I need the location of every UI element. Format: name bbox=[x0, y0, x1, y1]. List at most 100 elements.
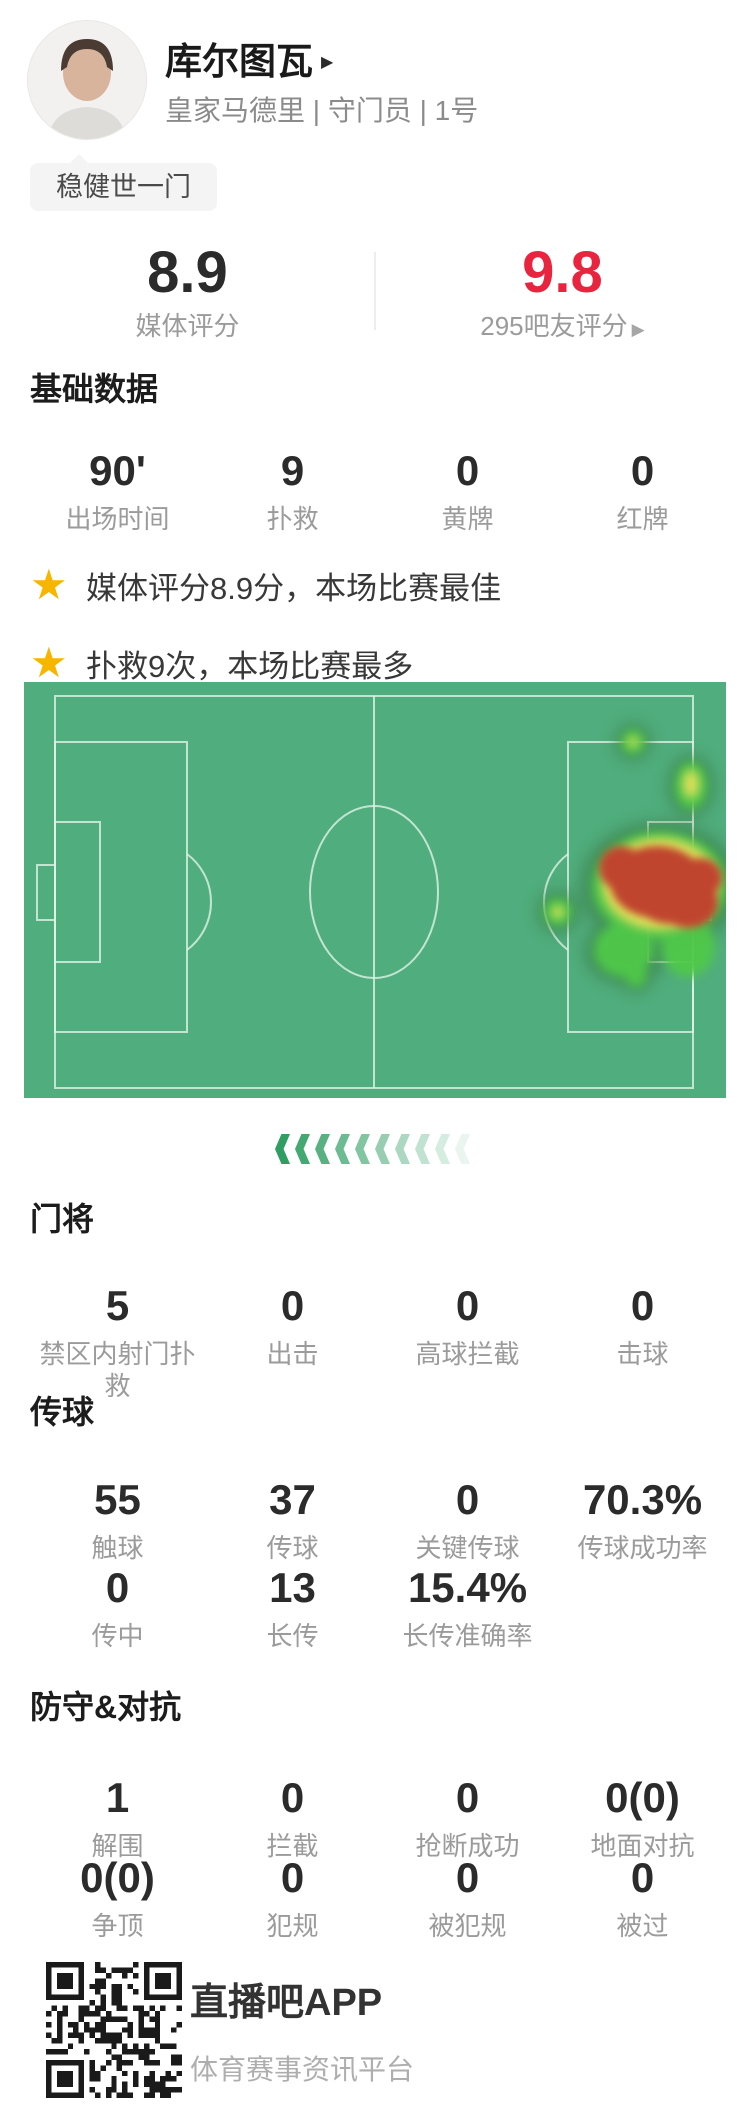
stat-pass-accuracy: 70.3% 传球成功率 bbox=[555, 1474, 730, 1564]
stat-touches: 55 触球 bbox=[30, 1474, 205, 1564]
section-title-defense: 防守&对抗 bbox=[30, 1689, 182, 1725]
stat-value: 0 bbox=[455, 447, 480, 494]
stat-value: 0 bbox=[630, 1854, 655, 1901]
stat-label: 长传 bbox=[266, 1621, 319, 1651]
chevron-left-icon bbox=[435, 1134, 450, 1164]
heat-blobs bbox=[537, 724, 740, 992]
stat-label: 传球 bbox=[266, 1533, 319, 1563]
stat-value: 13 bbox=[269, 1564, 316, 1611]
ratings-divider bbox=[374, 252, 376, 330]
stat-value: 0(0) bbox=[605, 1774, 680, 1821]
stat-label: 被犯规 bbox=[428, 1911, 507, 1941]
stat-label: 出击 bbox=[266, 1339, 319, 1369]
player-name: 库尔图瓦 bbox=[165, 41, 313, 82]
player-name-row[interactable]: 库尔图瓦 ▶ bbox=[165, 40, 333, 84]
stat-long-ball-accuracy: 15.4% 长传准确率 bbox=[380, 1562, 555, 1652]
star-icon: ★ bbox=[30, 561, 68, 608]
stat-blocks: 0 拦截 bbox=[205, 1772, 380, 1862]
stat-value: 0 bbox=[630, 1282, 655, 1329]
chevron-left-icon bbox=[275, 1134, 290, 1164]
app-name: 直播吧APP bbox=[190, 1982, 383, 2024]
stat-label: 拦截 bbox=[266, 1831, 319, 1861]
stat-value: 0 bbox=[105, 1564, 130, 1611]
qr-code-svg bbox=[46, 1962, 182, 2098]
app-description: 体育赛事资讯平台 bbox=[190, 2054, 415, 2085]
stat-label: 传球成功率 bbox=[577, 1533, 708, 1563]
stat-label: 黄牌 bbox=[441, 504, 494, 534]
chevron-left-icon bbox=[375, 1134, 390, 1164]
player-avatar bbox=[27, 20, 147, 140]
stat-value: 0 bbox=[455, 1476, 480, 1523]
ratings-block: 8.9 媒体评分 9.8 295吧友评分 ▶ bbox=[0, 240, 750, 352]
chevron-left-icon bbox=[395, 1134, 410, 1164]
stat-clearances: 1 解围 bbox=[30, 1772, 205, 1862]
stat-tackles-won: 0 抢断成功 bbox=[380, 1772, 555, 1862]
section-title-goalkeeper: 门将 bbox=[30, 1201, 95, 1237]
stat-box-shot-saves: 5 禁区内射门扑救 bbox=[30, 1280, 205, 1402]
stat-value: 55 bbox=[94, 1476, 141, 1523]
stat-saves: 9 扑救 bbox=[205, 445, 380, 535]
stat-label: 出场时间 bbox=[65, 504, 170, 534]
stat-ground-duels: 0(0) 地面对抗 bbox=[555, 1772, 730, 1862]
stat-label: 地面对抗 bbox=[590, 1831, 695, 1861]
stat-long-balls: 13 长传 bbox=[205, 1562, 380, 1652]
stat-value: 0 bbox=[280, 1282, 305, 1329]
stat-aerial-duels: 0(0) 争顶 bbox=[30, 1852, 205, 1942]
highlight-best-rating: ★ 媒体评分8.9分，本场比赛最佳 bbox=[30, 560, 501, 610]
passing-stats-row-2: 0 传中 13 长传 15.4% 长传准确率 bbox=[30, 1562, 730, 1652]
stat-value: 0 bbox=[455, 1774, 480, 1821]
highlight-text: 扑救9次，本场比赛最多 bbox=[86, 648, 414, 684]
highlight-most-saves: ★ 扑救9次，本场比赛最多 bbox=[30, 638, 413, 688]
stat-label: 解围 bbox=[91, 1831, 144, 1861]
star-icon: ★ bbox=[30, 639, 68, 686]
stat-fouls: 0 犯规 bbox=[205, 1852, 380, 1942]
media-rating: 8.9 媒体评分 bbox=[0, 240, 375, 352]
stat-value: 37 bbox=[269, 1476, 316, 1523]
fans-rating-value: 9.8 bbox=[522, 240, 603, 305]
stat-value: 90' bbox=[89, 447, 146, 494]
stat-empty-cell bbox=[555, 1562, 730, 1652]
fans-rating-arrow-icon: ▶ bbox=[631, 320, 645, 339]
chevron-left-icon bbox=[455, 1134, 470, 1164]
player-meta: 皇家马德里 | 守门员 | 1号 bbox=[165, 95, 479, 126]
stat-value: 15.4% bbox=[407, 1564, 528, 1611]
fans-rating[interactable]: 9.8 295吧友评分 ▶ bbox=[375, 240, 750, 352]
stat-label: 争顶 bbox=[91, 1911, 144, 1941]
fans-rating-label: 295吧友评分 ▶ bbox=[375, 310, 750, 346]
pitch-svg bbox=[24, 682, 740, 1098]
pitch-heatmap bbox=[24, 682, 740, 1098]
stat-label: 高球拦截 bbox=[415, 1339, 520, 1369]
stat-value: 0 bbox=[280, 1854, 305, 1901]
chevron-left-icon bbox=[315, 1134, 330, 1164]
stat-punches: 0 击球 bbox=[555, 1280, 730, 1402]
stat-value: 0 bbox=[280, 1774, 305, 1821]
stat-label: 被过 bbox=[616, 1911, 669, 1941]
stat-value: 1 bbox=[105, 1774, 130, 1821]
player-tag-badge: 稳健世一门 bbox=[30, 154, 217, 211]
passing-stats-row-1: 55 触球 37 传球 0 关键传球 70.3% 传球成功率 bbox=[30, 1474, 730, 1564]
qr-code bbox=[46, 1962, 182, 2098]
stat-label: 扑救 bbox=[266, 504, 319, 534]
stat-value: 70.3% bbox=[582, 1476, 703, 1523]
stat-label: 抢断成功 bbox=[415, 1831, 520, 1861]
media-rating-label: 媒体评分 bbox=[135, 311, 240, 341]
stat-value: 0 bbox=[455, 1282, 480, 1329]
stat-label: 长传准确率 bbox=[402, 1621, 533, 1651]
fans-rating-label-text: 295吧友评分 bbox=[480, 311, 628, 341]
stat-yellow-cards: 0 黄牌 bbox=[380, 445, 555, 535]
stat-was-fouled: 0 被犯规 bbox=[380, 1852, 555, 1942]
stat-value: 5 bbox=[105, 1282, 130, 1329]
section-title-passing: 传球 bbox=[30, 1394, 95, 1430]
defense-stats-row-2: 0(0) 争顶 0 犯规 0 被犯规 0 被过 bbox=[30, 1852, 730, 1942]
stat-label: 禁区内射门扑救 bbox=[39, 1339, 196, 1401]
stat-high-claims: 0 高球拦截 bbox=[380, 1280, 555, 1402]
section-title-basic: 基础数据 bbox=[30, 371, 159, 407]
highlight-text: 媒体评分8.9分，本场比赛最佳 bbox=[86, 570, 502, 606]
stat-rushes-out: 0 出击 bbox=[205, 1280, 380, 1402]
stat-value: 0 bbox=[630, 447, 655, 494]
stat-label: 触球 bbox=[91, 1533, 144, 1563]
stat-label: 传中 bbox=[91, 1621, 144, 1651]
stat-value: 0 bbox=[455, 1854, 480, 1901]
chevron-left-icon bbox=[295, 1134, 310, 1164]
